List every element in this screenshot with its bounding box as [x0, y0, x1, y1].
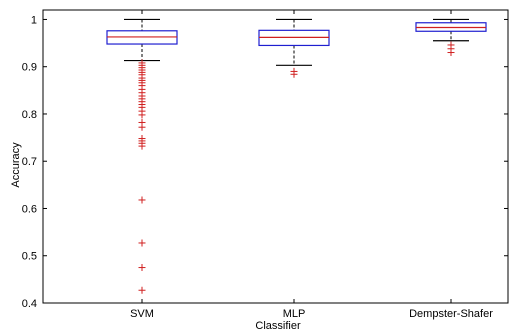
- y-tick-label: 0.7: [22, 156, 37, 168]
- y-axis-title: Accuracy: [10, 142, 22, 188]
- box-group-mlp: [258, 18, 330, 78]
- y-tick-label: 0.8: [22, 109, 37, 121]
- x-tick-label: Dempster-Shafer: [409, 308, 493, 320]
- y-tick-label: 0.9: [22, 62, 37, 74]
- box-group-svm: [106, 18, 178, 294]
- outlier-marker: [138, 286, 146, 294]
- x-tick-label: SVM: [130, 308, 154, 320]
- outlier-marker: [290, 70, 298, 78]
- outlier-marker: [447, 49, 455, 57]
- outlier-marker: [138, 111, 146, 119]
- outlier-marker: [138, 239, 146, 247]
- x-tick-label: MLP: [283, 308, 306, 320]
- outlier-marker: [138, 123, 146, 131]
- outlier-marker: [138, 196, 146, 204]
- outlier-marker: [138, 142, 146, 150]
- plot-frame: [42, 9, 509, 304]
- outlier-marker: [138, 264, 146, 272]
- y-tick-label: 1: [31, 14, 37, 26]
- y-tick-label: 0.4: [22, 298, 37, 310]
- box-group-dempster-shafer: [415, 18, 487, 57]
- y-tick-label: 0.5: [22, 251, 37, 263]
- y-tick-label: 0.6: [22, 203, 37, 215]
- x-axis-title: Classifier: [255, 320, 301, 332]
